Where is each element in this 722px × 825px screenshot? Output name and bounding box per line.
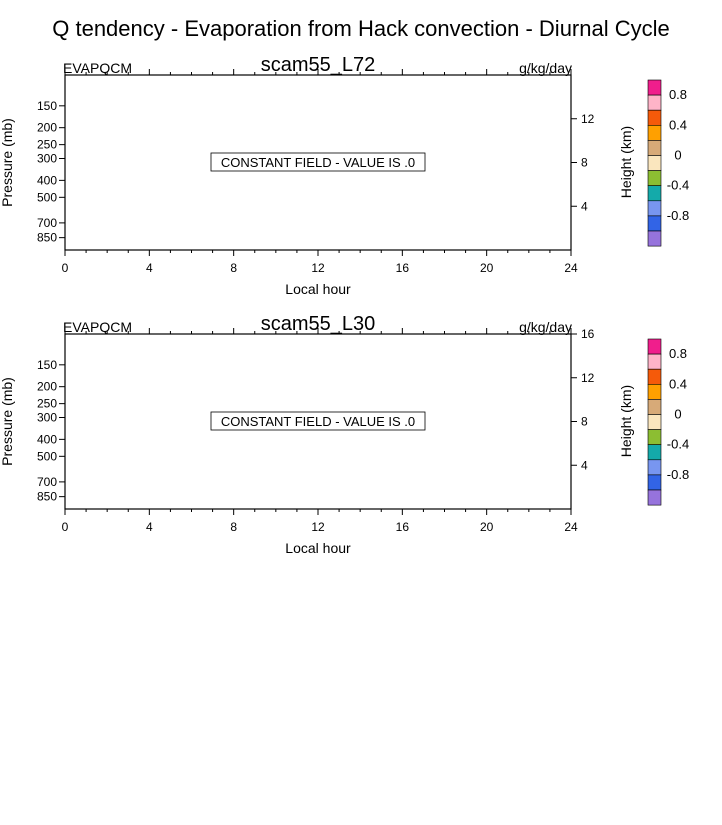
pressure-tick-label: 500	[37, 190, 57, 204]
colorbar-label: 0	[674, 407, 681, 422]
height-axis-label: Height (km)	[618, 126, 634, 198]
colorbar-label: 0	[674, 148, 681, 163]
x-tick-label: 4	[146, 261, 153, 275]
pressure-tick-label: 850	[37, 231, 57, 245]
x-tick-label: 20	[480, 261, 494, 275]
variable-label: EVAPQCM	[63, 319, 132, 335]
colorbar-label: -0.8	[667, 467, 689, 482]
colorbar-swatch	[647, 200, 662, 217]
figure-title: Q tendency - Evaporation from Hack conve…	[52, 16, 669, 41]
colorbar-swatch	[647, 215, 662, 232]
pressure-tick-label: 200	[37, 380, 57, 394]
height-tick-label: 4	[581, 458, 588, 472]
pressure-tick-label: 850	[37, 490, 57, 504]
colorbar-swatch	[647, 368, 662, 385]
colorbar-label: -0.4	[667, 178, 689, 193]
colorbar-swatch	[647, 125, 662, 141]
x-tick-label: 20	[480, 520, 494, 534]
y-axis-label: Pressure (mb)	[0, 118, 15, 207]
x-tick-label: 16	[396, 261, 410, 275]
panel-title: scam55_L30	[261, 313, 376, 335]
pressure-tick-label: 150	[37, 99, 57, 113]
x-axis-label: Local hour	[285, 540, 351, 556]
pressure-tick-label: 250	[37, 397, 57, 411]
x-tick-label: 8	[230, 261, 237, 275]
pressure-tick-label: 250	[37, 138, 57, 152]
annotation-box	[210, 152, 426, 172]
colorbar-swatch	[647, 230, 662, 247]
pressure-tick-label: 400	[37, 432, 57, 446]
pressure-tick-label: 300	[37, 410, 57, 424]
colorbar-label: 0.4	[669, 376, 687, 391]
x-tick-label: 12	[311, 520, 325, 534]
colorbar-swatch	[647, 170, 662, 187]
colorbar-swatch	[647, 489, 662, 506]
colorbar-swatch	[647, 79, 662, 96]
colorbar-swatch	[647, 429, 662, 446]
panel-title: scam55_L72	[261, 54, 376, 76]
y-axis-label: Pressure (mb)	[0, 377, 15, 466]
variable-label: EVAPQCM	[63, 60, 132, 76]
pressure-tick-label: 500	[37, 449, 57, 463]
x-tick-label: 8	[230, 520, 237, 534]
annotation-text: CONSTANT FIELD - VALUE IS .0	[221, 414, 415, 429]
pressure-tick-label: 700	[37, 475, 57, 489]
height-axis-label: Height (km)	[618, 385, 634, 457]
pressure-tick-label: 200	[37, 121, 57, 135]
colorbar-swatch	[647, 109, 662, 126]
colorbar-swatch	[647, 155, 662, 171]
pressure-tick-label: 700	[37, 216, 57, 230]
units-label: g/kg/day	[519, 60, 572, 76]
x-tick-label: 16	[396, 520, 410, 534]
colorbar-swatch	[647, 459, 662, 476]
colorbar-label: -0.4	[667, 437, 689, 452]
colorbar-swatch	[647, 399, 662, 415]
colorbar-swatch	[647, 474, 662, 491]
colorbar-swatch	[647, 383, 662, 400]
x-tick-label: 0	[62, 261, 69, 275]
x-tick-label: 24	[564, 261, 578, 275]
colorbar-label: -0.8	[667, 208, 689, 223]
units-label: g/kg/day	[519, 319, 572, 335]
annotation-box	[210, 411, 426, 431]
x-tick-label: 24	[564, 520, 578, 534]
x-tick-label: 4	[146, 520, 153, 534]
x-tick-label: 0	[62, 520, 69, 534]
pressure-tick-label: 150	[37, 358, 57, 372]
colorbar-swatch	[647, 185, 662, 202]
annotation-text: CONSTANT FIELD - VALUE IS .0	[221, 155, 415, 170]
height-tick-label: 8	[581, 415, 588, 429]
x-tick-label: 12	[311, 261, 325, 275]
panel-scam55-l30: EVAPQCM scam55_L30 g/kg/day 0 4 8 12 16 20 24 Loca…	[0, 313, 689, 556]
height-tick-label: 4	[581, 199, 588, 213]
colorbar-swatch	[647, 353, 662, 370]
height-tick-label: 16	[581, 327, 595, 341]
x-axis-label: Local hour	[285, 281, 351, 297]
pressure-tick-label: 400	[37, 173, 57, 187]
pressure-tick-label: 300	[37, 151, 57, 165]
colorbar-label: 0.8	[669, 87, 687, 102]
panel-scam55-l72: EVAPQCM scam55_L72 g/kg/day 0 4 8 12 16 20 24 Loca…	[0, 54, 689, 297]
colorbar-label: 0.4	[669, 117, 687, 132]
colorbar-swatch	[647, 140, 662, 156]
colorbar-swatch	[647, 338, 662, 355]
colorbar-swatch	[647, 444, 662, 461]
height-tick-label: 12	[581, 112, 595, 126]
colorbar-swatch	[647, 414, 662, 430]
height-tick-label: 8	[581, 156, 588, 170]
colorbar-label: 0.8	[669, 346, 687, 361]
colorbar-swatch	[647, 94, 662, 111]
height-tick-label: 12	[581, 371, 595, 385]
